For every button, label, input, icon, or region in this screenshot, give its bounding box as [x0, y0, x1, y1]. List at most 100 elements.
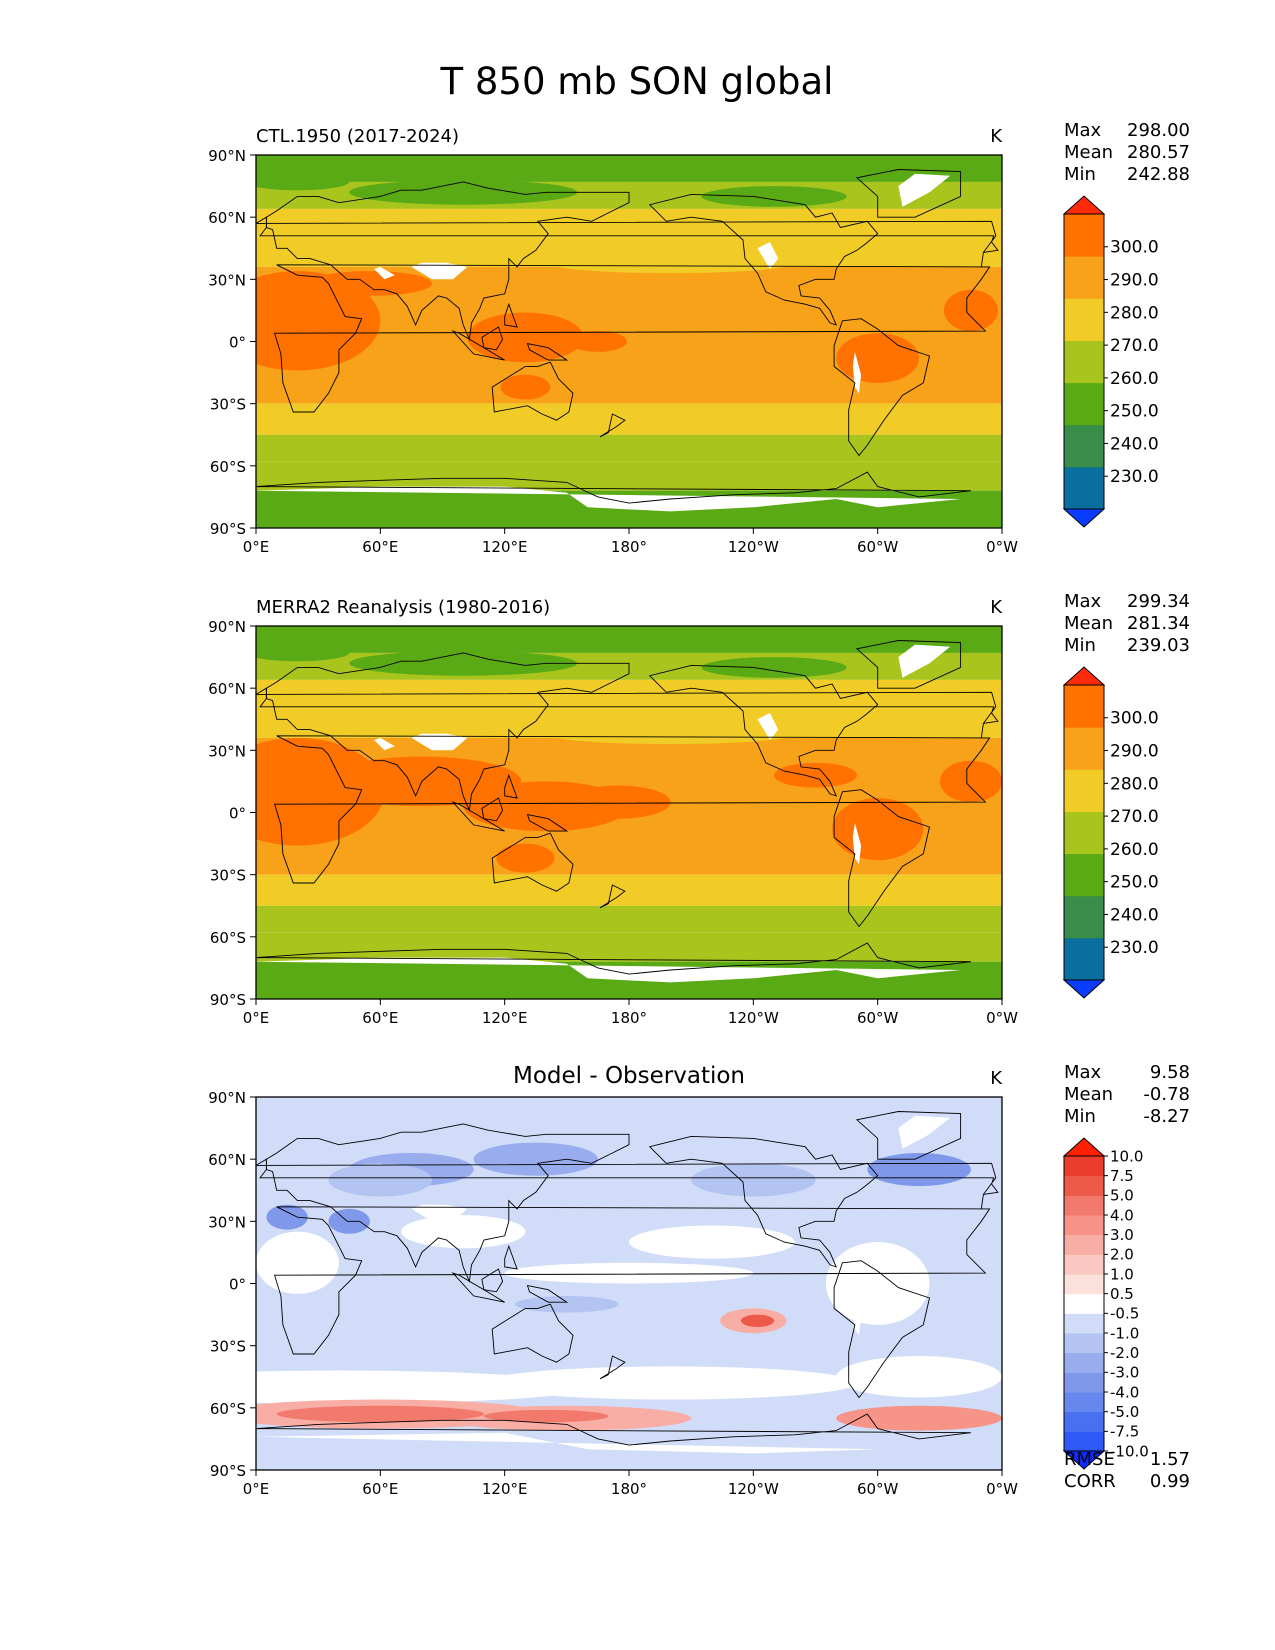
coastline-outline: [256, 1111, 999, 1470]
colorbar-label: -5.0: [1110, 1403, 1139, 1421]
colorbar-label: 7.5: [1110, 1167, 1134, 1185]
near-zero-region: [256, 1231, 339, 1294]
negative-anomaly-region: [515, 1295, 619, 1313]
colorbar-bin: [1064, 727, 1104, 770]
colorbar-bin: [1064, 298, 1104, 341]
warm-anomaly-region: [566, 785, 671, 819]
lon-tick-label: 0°W: [986, 1009, 1018, 1027]
coastline: [273, 264, 991, 413]
warm-anomaly-region: [307, 271, 433, 296]
colorbar-label: 300.0: [1110, 238, 1159, 258]
lon-tick-label: 120°E: [482, 538, 528, 556]
masked-region: [898, 1115, 951, 1149]
colorbar-bin: [1064, 937, 1104, 981]
colorbar-bin: [1064, 1372, 1104, 1393]
lat-tick-label: 60°S: [210, 929, 246, 947]
colorbar-label: 240.0: [1110, 905, 1159, 925]
stat-value: 242.88: [1127, 164, 1190, 185]
lon-tick-label: 180°: [611, 1480, 647, 1498]
lon-tick-label: 60°W: [857, 1480, 899, 1498]
colorbar-extend-high: [1062, 666, 1106, 686]
colorbar-label: 270.0: [1110, 807, 1159, 827]
temperature-band: [256, 626, 1002, 653]
coastline: [451, 801, 505, 832]
colorbar-label: 290.0: [1110, 271, 1159, 291]
lon-tick-label: 60°E: [362, 1009, 398, 1027]
stat-value: 280.57: [1127, 142, 1190, 163]
colorbar: 300.0 290.0 280.0 270.0 260.0 250.0 240.0 230.0: [1062, 195, 1159, 528]
lon-tick-label: 120°W: [728, 538, 779, 556]
colorbar-label: 4.0: [1110, 1206, 1134, 1224]
stat-value: 298.00: [1127, 120, 1190, 141]
masked-region: [256, 1432, 878, 1470]
masked-region: [374, 737, 395, 751]
panel-ctl: CTL.1950 (2017-2024) K 90°N 60°N 30°N 0° 30°…: [208, 120, 1190, 556]
lon-tick-label: 180°: [611, 1009, 647, 1027]
coastline: [265, 652, 630, 813]
coastline: [256, 942, 971, 999]
panel-merra2: MERRA2 Reanalysis (1980-2016) K 90°N 60°N…: [208, 591, 1190, 1027]
lon-axis: 0°E 60°E 120°E 180° 120°W 60°W 0°W: [243, 999, 1018, 1027]
temperature-band: [256, 461, 1002, 491]
temperature-band: [256, 932, 1002, 962]
coastline: [256, 1413, 971, 1470]
warm-anomaly-region: [496, 843, 555, 873]
coastline: [481, 1268, 504, 1293]
stats-block: Max 9.58 Mean -0.78 Min -8.27: [1064, 1062, 1190, 1127]
lat-tick-label: 0°: [229, 805, 246, 823]
stat-label: Mean: [1064, 613, 1113, 634]
coastline: [256, 687, 999, 738]
negative-anomaly-region: [266, 1204, 308, 1230]
coastline: [833, 1260, 931, 1399]
lat-tick-label: 30°N: [208, 271, 246, 289]
coastline: [526, 343, 569, 361]
colorbar-bin: [1064, 685, 1104, 728]
map-field: [256, 626, 1002, 999]
negative-anomaly-region: [328, 1163, 433, 1197]
map-field: [256, 1097, 1002, 1470]
colorbar-label: 230.0: [1110, 467, 1159, 487]
coastline: [833, 318, 931, 457]
lon-tick-label: 60°W: [857, 1009, 899, 1027]
stats-block: Max 299.34 Mean 281.34 Min 239.03: [1064, 591, 1190, 656]
coastline: [256, 471, 971, 528]
lon-tick-label: 0°E: [243, 1009, 270, 1027]
lat-tick-label: 90°S: [210, 1462, 246, 1480]
near-zero-region: [825, 1242, 930, 1325]
lat-tick-label: 90°N: [208, 618, 246, 636]
lat-axis: 90°N 60°N 30°N 0° 30°S 60°S 90°S: [208, 1089, 256, 1480]
coastline: [451, 1272, 505, 1303]
colorbar-label: 5.0: [1110, 1187, 1134, 1205]
colorbar-bin: [1064, 1293, 1104, 1314]
colorbar-bin: [1064, 1175, 1104, 1196]
warm-anomaly-region: [774, 762, 857, 788]
panel-title: Model - Observation: [513, 1063, 745, 1089]
coastline: [599, 413, 626, 438]
stat-label: RMSE: [1064, 1449, 1115, 1470]
colorbar-label: 280.0: [1110, 303, 1159, 323]
coastline: [491, 832, 574, 892]
colorbar-bin: [1064, 424, 1104, 468]
positive-anomaly-region: [483, 1409, 609, 1423]
colorbar-label: 290.0: [1110, 742, 1159, 762]
coastline-outline: [256, 169, 999, 528]
colorbar-bin: [1064, 382, 1104, 426]
coastline: [273, 735, 991, 884]
lon-tick-label: 0°E: [243, 1480, 270, 1498]
warm-anomaly-region: [943, 289, 998, 332]
lat-tick-label: 90°N: [208, 147, 246, 165]
near-zero-region: [483, 1366, 857, 1400]
colorbar-bin: [1064, 466, 1104, 510]
masked-region: [411, 262, 468, 280]
temperature-band: [256, 905, 1002, 933]
coastline: [855, 169, 962, 218]
lat-tick-label: 90°N: [208, 1089, 246, 1107]
stat-label: Mean: [1064, 142, 1113, 163]
warm-anomaly-region: [832, 797, 924, 861]
colorbar-label: 3.0: [1110, 1226, 1134, 1244]
colorbar-label: 10.0: [1110, 1147, 1143, 1165]
colorbar-bin: [1064, 340, 1104, 384]
warm-anomaly-region: [836, 333, 920, 383]
coastline: [265, 1123, 630, 1284]
map-field: [256, 155, 1002, 528]
